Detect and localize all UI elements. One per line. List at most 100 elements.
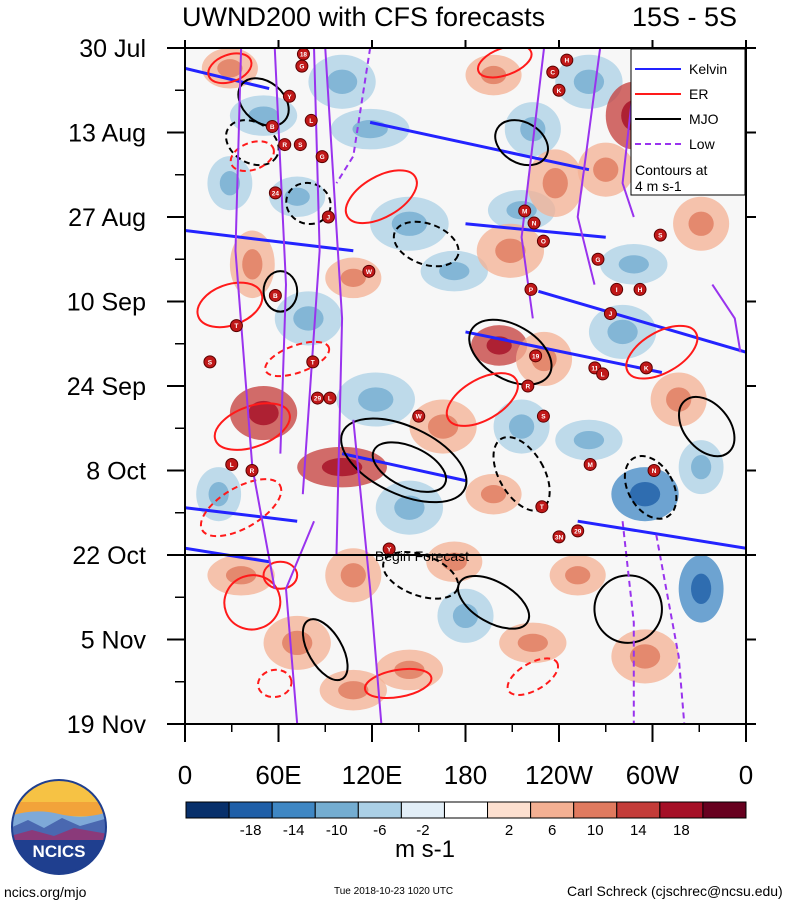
y-tick-label: 22 Oct [72, 542, 146, 570]
storm-symbol [293, 138, 307, 152]
er-contour [445, 372, 519, 427]
storm-marker: P [524, 282, 538, 296]
storm-label: Y [287, 94, 292, 101]
storm-marker: 29 [571, 524, 585, 538]
storm-label: M [522, 208, 527, 215]
colorbar-swatch [702, 801, 747, 819]
y-tick-label: 10 Sep [67, 289, 146, 317]
mjo-contour [262, 270, 299, 313]
storm-marker: S [293, 138, 307, 152]
storm-label: Y [387, 546, 392, 553]
colorbar-swatch [228, 801, 273, 819]
colorbar-swatch [573, 801, 618, 819]
colorbar-swatch [357, 801, 402, 819]
storm-marker: I [610, 282, 624, 296]
er-contour-negative [199, 478, 283, 538]
low-contour [324, 48, 344, 556]
storm-marker: R [278, 138, 292, 152]
er-contour [625, 324, 699, 380]
shade-core [340, 268, 366, 287]
kelvin-contour [538, 289, 746, 354]
storm-label: 3N [555, 534, 564, 541]
storm-marker: B [268, 288, 282, 302]
storm-label: G [320, 154, 325, 161]
mjo-contour [593, 574, 663, 644]
footer-link[interactable]: ncics.org/mjo [4, 884, 87, 900]
shade-core [439, 261, 470, 281]
shade-core [517, 633, 548, 653]
storm-marker: K [552, 83, 566, 97]
mjo-contour [468, 318, 553, 386]
chart-title: UWND200 with CFS forecasts 15S - 5S [0, 2, 809, 36]
storm-label: K [644, 365, 649, 372]
shade-core [542, 167, 568, 199]
storm-symbol [535, 500, 549, 514]
shade-core [593, 157, 619, 182]
er-contour [363, 667, 433, 699]
mjo-contour [340, 417, 468, 504]
storm-symbol [323, 391, 337, 405]
shade-core [480, 65, 507, 85]
storm-symbol [529, 349, 543, 363]
legend-note: Contours at [635, 162, 707, 178]
mjo-contour-negative [382, 550, 460, 600]
storm-marker: O [536, 234, 550, 248]
colorbar-swatch [400, 801, 445, 819]
colorbar-swatch [530, 801, 575, 819]
kelvin-contour [185, 229, 354, 253]
storm-symbol [268, 186, 282, 200]
storm-marker: C [546, 65, 560, 79]
shade-core [452, 603, 479, 629]
shade-core [441, 552, 467, 571]
er-contour [207, 52, 253, 85]
storm-symbol [633, 282, 647, 296]
storm-symbol [647, 464, 661, 477]
storm-symbol [229, 319, 243, 333]
storm-marker: 18 [296, 48, 310, 61]
colorbar-swatch [659, 801, 704, 819]
storm-marker: W [362, 264, 376, 278]
shade-core [618, 255, 649, 274]
storm-symbol [583, 457, 597, 471]
shade-core [208, 481, 229, 507]
shade-core [326, 69, 358, 94]
colorbar-label: 10 [587, 822, 604, 839]
shade-core [225, 566, 257, 585]
storm-label: K [557, 88, 562, 95]
storm-label: L [601, 371, 605, 378]
storm-symbol [203, 355, 217, 369]
storm-label: N [532, 221, 537, 228]
er-contour [344, 169, 418, 225]
storm-marker: N [527, 216, 541, 230]
colorbar-label: 6 [548, 822, 556, 839]
kelvin-contour [465, 330, 663, 374]
shade-core [688, 211, 714, 236]
storm-marker: H [560, 53, 574, 67]
kelvin-contour [185, 66, 270, 91]
storm-marker: L [304, 113, 318, 127]
storm-label: H [564, 58, 569, 65]
low-contour [711, 284, 742, 353]
shade-core [573, 430, 605, 450]
shade-core [480, 485, 507, 504]
shade-core [607, 319, 638, 345]
legend-box [630, 48, 746, 196]
storm-symbol [571, 524, 585, 538]
storm-marker: R [245, 464, 259, 477]
shade-core [284, 187, 310, 206]
legend-note: 4 m s-1 [635, 178, 682, 194]
storm-label: L [328, 396, 332, 403]
colorbar-label: -2 [416, 822, 429, 839]
storm-label: I [616, 287, 618, 294]
mjo-contour [494, 119, 549, 167]
y-axis: 30 Jul 13 Aug 27 Aug 10 Sep 24 Sep 8 Oct 22 Oc… [67, 35, 756, 739]
storm-marker: T [229, 319, 243, 333]
mjo-contour-negative [224, 119, 280, 167]
storm-symbol [225, 457, 239, 471]
colorbar-swatch [443, 801, 489, 819]
low-contour-dashed [655, 534, 686, 724]
storm-symbol [268, 288, 282, 302]
shade-core [242, 249, 263, 280]
